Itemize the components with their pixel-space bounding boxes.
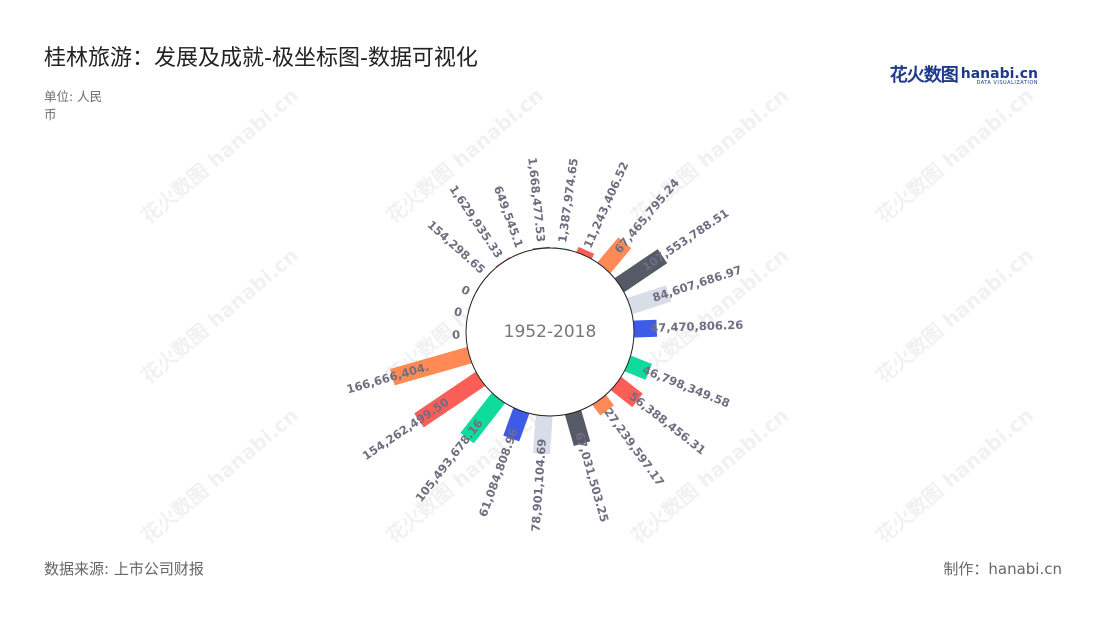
polar-bar xyxy=(627,285,672,315)
logo-sub-text: DATA VISUALIZATION xyxy=(976,80,1038,86)
logo-cn-text: 花火数图 xyxy=(889,65,959,86)
bar xyxy=(533,415,553,455)
bar xyxy=(597,237,632,274)
bar xyxy=(460,392,505,444)
polar-bar xyxy=(614,249,668,293)
polar-bar xyxy=(592,394,614,416)
bar-group xyxy=(390,237,672,455)
bar xyxy=(564,410,591,447)
bar-value-label: 84,607,686.97 xyxy=(651,263,744,305)
bar xyxy=(610,377,643,408)
bar xyxy=(390,346,472,386)
polar-bar xyxy=(576,246,595,259)
brand-logo: 花火数图 hanabi.cn DATA VISUALIZATION xyxy=(890,60,1038,88)
polar-bar xyxy=(390,346,472,386)
bar xyxy=(592,394,614,416)
bar-value-label: 47,470,806.26 xyxy=(650,318,744,335)
bar xyxy=(627,285,672,315)
bar-value-label: 105,493,678.16 xyxy=(412,416,485,504)
page-title: 桂林旅游：发展及成就-极坐标图-数据可视化 xyxy=(44,46,478,71)
bar xyxy=(503,408,530,442)
bar xyxy=(414,371,486,428)
polar-bar xyxy=(503,408,530,442)
bar-value-label: 1,387,974.65 xyxy=(555,157,581,243)
polar-bar xyxy=(460,392,505,444)
bar xyxy=(614,249,668,293)
bar-value-label: 0 xyxy=(453,304,464,319)
logo-en-text: hanabi.cn xyxy=(960,66,1038,82)
bar xyxy=(624,355,652,380)
bar xyxy=(633,319,658,338)
bar-value-label: 0 xyxy=(459,282,472,298)
polar-bar xyxy=(414,371,486,428)
credit-text: 制作：hanabi.cn xyxy=(943,560,1062,578)
center-circle xyxy=(465,247,635,417)
bar-value-label: 78,901,104.69 xyxy=(529,438,549,532)
polar-bar xyxy=(624,355,652,380)
polar-bar xyxy=(597,237,632,274)
polar-bar xyxy=(533,415,553,455)
center-label: 1952-2018 xyxy=(504,322,597,342)
bar-value-label: 1,668,477.53 xyxy=(525,157,548,243)
polar-bar xyxy=(610,377,643,408)
bar-value-label: 67,031,503.25 xyxy=(573,430,612,523)
unit-label: 单位: 人民币 xyxy=(44,89,103,122)
bar xyxy=(576,246,595,259)
polar-bar xyxy=(564,410,591,447)
bar-value-label: 154,262,499.50 xyxy=(360,395,452,463)
data-source: 数据来源: 上市公司财报 xyxy=(44,560,204,578)
bar-value-label: 61,084,808.96 xyxy=(476,426,521,518)
bar-value-label: 0 xyxy=(452,328,460,342)
polar-bar xyxy=(633,319,658,338)
